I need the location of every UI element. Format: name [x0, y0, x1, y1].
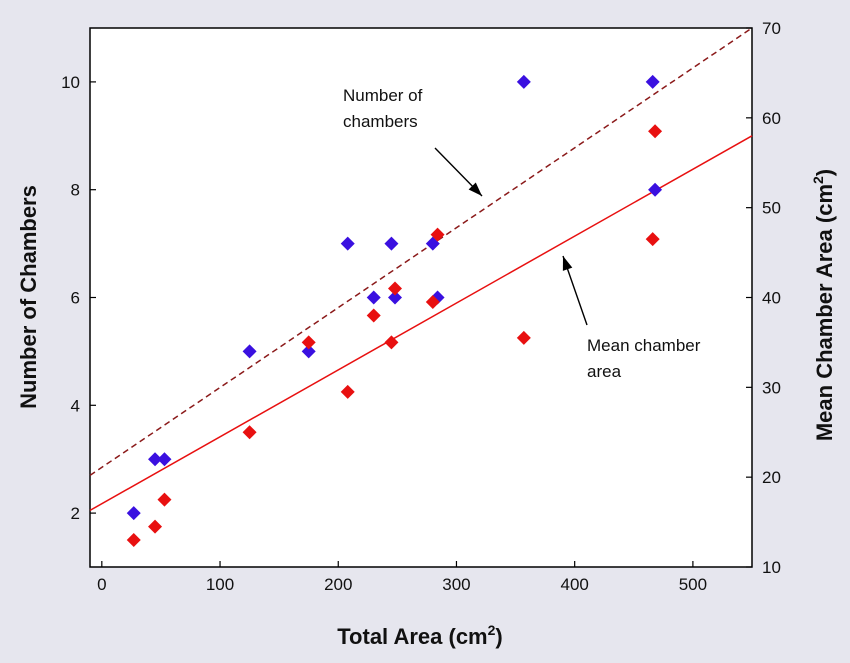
y2-axis-title: Mean Chamber Area (cm2)	[810, 169, 837, 441]
chambers-point-5	[340, 236, 355, 251]
mean-area-point-2	[157, 492, 172, 507]
axis-ticks: 0 100 200 300 400 500 2 4 6 8 10 10 20 30 40 50 60 70	[61, 19, 781, 594]
annotations: Number of chambers Mean chamber area	[343, 86, 701, 381]
annotation-arrowhead-1	[562, 256, 573, 271]
y-tick-label: 10	[61, 73, 80, 92]
mean-area-point-6	[366, 308, 381, 323]
chambers-point-8	[387, 290, 402, 305]
x-tick-label: 400	[560, 575, 588, 594]
x-axis-title-sup: 2	[488, 622, 496, 638]
x-tick-label: 100	[206, 575, 234, 594]
y2-tick-label: 10	[762, 558, 781, 577]
mean-area-point-4	[301, 335, 316, 350]
mean-area-point-11	[516, 330, 531, 345]
annotation-arrowhead-0	[468, 182, 482, 196]
mean-area-point-7	[384, 335, 399, 350]
mean-area-point-13	[648, 124, 663, 139]
x-axis-title: Total Area (cm2)	[337, 622, 503, 649]
y2-tick-label: 60	[762, 109, 781, 128]
chambers-point-6	[366, 290, 381, 305]
chambers-point-11	[516, 74, 531, 89]
annotation-line: area	[587, 362, 622, 381]
y-axis-title: Number of Chambers	[16, 185, 41, 409]
annotation-label-0: Number of chambers	[343, 86, 423, 131]
chambers-point-3	[242, 344, 257, 359]
chambers-point-7	[384, 236, 399, 251]
x-tick-label: 200	[324, 575, 352, 594]
y2-tick-label: 70	[762, 19, 781, 38]
data-points	[126, 74, 663, 548]
chambers-point-1	[148, 452, 163, 467]
chambers-point-0	[126, 506, 141, 521]
chambers-fit-line	[89, 27, 753, 476]
chambers-point-12	[645, 74, 660, 89]
x-tick-label: 300	[442, 575, 470, 594]
annotation-label-1: Mean chamber area	[587, 336, 701, 381]
mean-area-point-9	[425, 294, 440, 309]
mean-area-point-3	[242, 425, 257, 440]
x-axis-title-tail: )	[495, 624, 502, 649]
mean-area-point-1	[148, 519, 163, 534]
x-tick-label: 0	[97, 575, 106, 594]
mean-area-point-8	[387, 281, 402, 296]
fit-lines	[89, 27, 753, 512]
y2-axis-title-tail: )	[812, 169, 837, 176]
y-tick-label: 6	[71, 289, 80, 308]
y2-tick-label: 20	[762, 468, 781, 487]
annotation-line: Number of	[343, 86, 423, 105]
y2-tick-label: 30	[762, 378, 781, 397]
chambers-point-4	[301, 344, 316, 359]
chambers-point-13	[648, 182, 663, 197]
y-tick-label: 4	[71, 396, 80, 415]
y-tick-label: 8	[71, 181, 80, 200]
mean-area-point-5	[340, 384, 355, 399]
x-tick-label: 500	[679, 575, 707, 594]
y-tick-label: 2	[71, 504, 80, 523]
y2-axis-title-sup: 2	[810, 176, 826, 184]
chambers-point-2	[157, 452, 172, 467]
plot-area	[89, 27, 753, 568]
annotation-line: Mean chamber	[587, 336, 701, 355]
mean-area-point-10	[430, 227, 445, 242]
mean-area-point-12	[645, 232, 660, 247]
y2-tick-label: 50	[762, 199, 781, 218]
annotation-line: chambers	[343, 112, 418, 131]
y2-tick-label: 40	[762, 289, 781, 308]
mean-area-fit-line	[89, 135, 753, 512]
mean-area-point-0	[126, 533, 141, 548]
